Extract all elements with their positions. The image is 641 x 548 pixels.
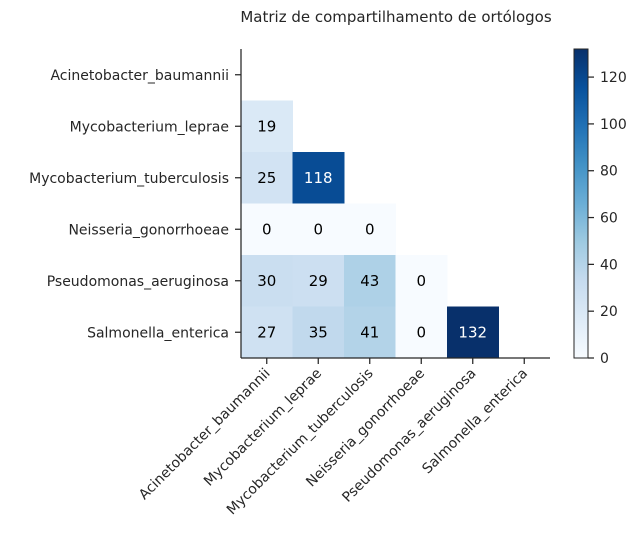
cell-value-label: 30 — [257, 272, 276, 290]
heatmap-cell — [292, 152, 345, 204]
heatmap-cell — [241, 255, 293, 307]
cell-value-label: 35 — [309, 323, 328, 341]
heatmap-cell-labels: 19 25 118 0 0 0 30 29 43 0 27 35 41 0 132 — [257, 117, 487, 341]
colorbar-tick-label: 40 — [600, 257, 618, 273]
cell-value-label: 0 — [416, 272, 426, 290]
heatmap-cell — [344, 306, 396, 359]
colorbar-tick-label: 100 — [600, 117, 627, 133]
y-tick-label: Salmonella_enterica — [87, 325, 229, 341]
heatmap-cell — [344, 255, 396, 307]
heatmap-cell — [292, 203, 345, 256]
colorbar-tick-label: 0 — [600, 351, 609, 367]
y-tick-label: Neisseria_gonorrhoeae — [68, 222, 229, 238]
heatmap-cell — [395, 306, 448, 359]
cell-value-label: 0 — [262, 220, 272, 238]
y-axis: Acinetobacter_baumannii Mycobacterium_lep… — [29, 49, 242, 358]
heatmap-cell — [344, 203, 396, 256]
heatmap-cell — [241, 306, 293, 359]
heatmap-cell — [241, 203, 293, 256]
cell-value-label: 0 — [416, 323, 426, 341]
cell-value-label: 27 — [257, 323, 276, 341]
y-tick-label: Mycobacterium_leprae — [70, 119, 229, 135]
cell-value-label: 25 — [257, 169, 276, 187]
heatmap-cell — [241, 100, 293, 153]
heatmap-cells — [241, 100, 499, 359]
colorbar: 0 20 40 60 80 100 120 — [573, 48, 627, 367]
cell-value-label: 118 — [304, 169, 333, 187]
cell-value-label: 0 — [313, 220, 323, 238]
y-tick-label: Acinetobacter_baumannii — [50, 68, 229, 84]
colorbar-tick-label: 60 — [600, 211, 618, 227]
y-tick-label: Mycobacterium_tuberculosis — [29, 171, 229, 187]
cell-value-label: 41 — [360, 323, 379, 341]
heatmap-cell — [292, 255, 345, 307]
chart-title: Matriz de compartilhamento de ortólogos — [240, 8, 551, 26]
colorbar-tick-label: 20 — [600, 304, 618, 320]
y-tick-label: Pseudomonas_aeruginosa — [47, 274, 229, 290]
heatmap-cell — [292, 306, 345, 359]
cell-value-label: 29 — [309, 272, 328, 290]
x-axis: Acinetobacter_baumanniiMycobacterium_lep… — [136, 357, 550, 518]
heatmap-cell — [395, 255, 448, 307]
cell-value-label: 43 — [360, 272, 379, 290]
heatmap-cell — [241, 152, 293, 204]
cell-value-label: 19 — [257, 117, 276, 135]
cell-value-label: 0 — [365, 220, 375, 238]
colorbar-gradient — [573, 48, 589, 359]
colorbar-tick-label: 80 — [600, 164, 618, 180]
cell-value-label: 132 — [458, 323, 487, 341]
x-tick-label: Salmonella_enterica — [419, 366, 531, 478]
colorbar-tick-label: 120 — [600, 70, 627, 86]
heatmap-cell — [447, 306, 499, 359]
